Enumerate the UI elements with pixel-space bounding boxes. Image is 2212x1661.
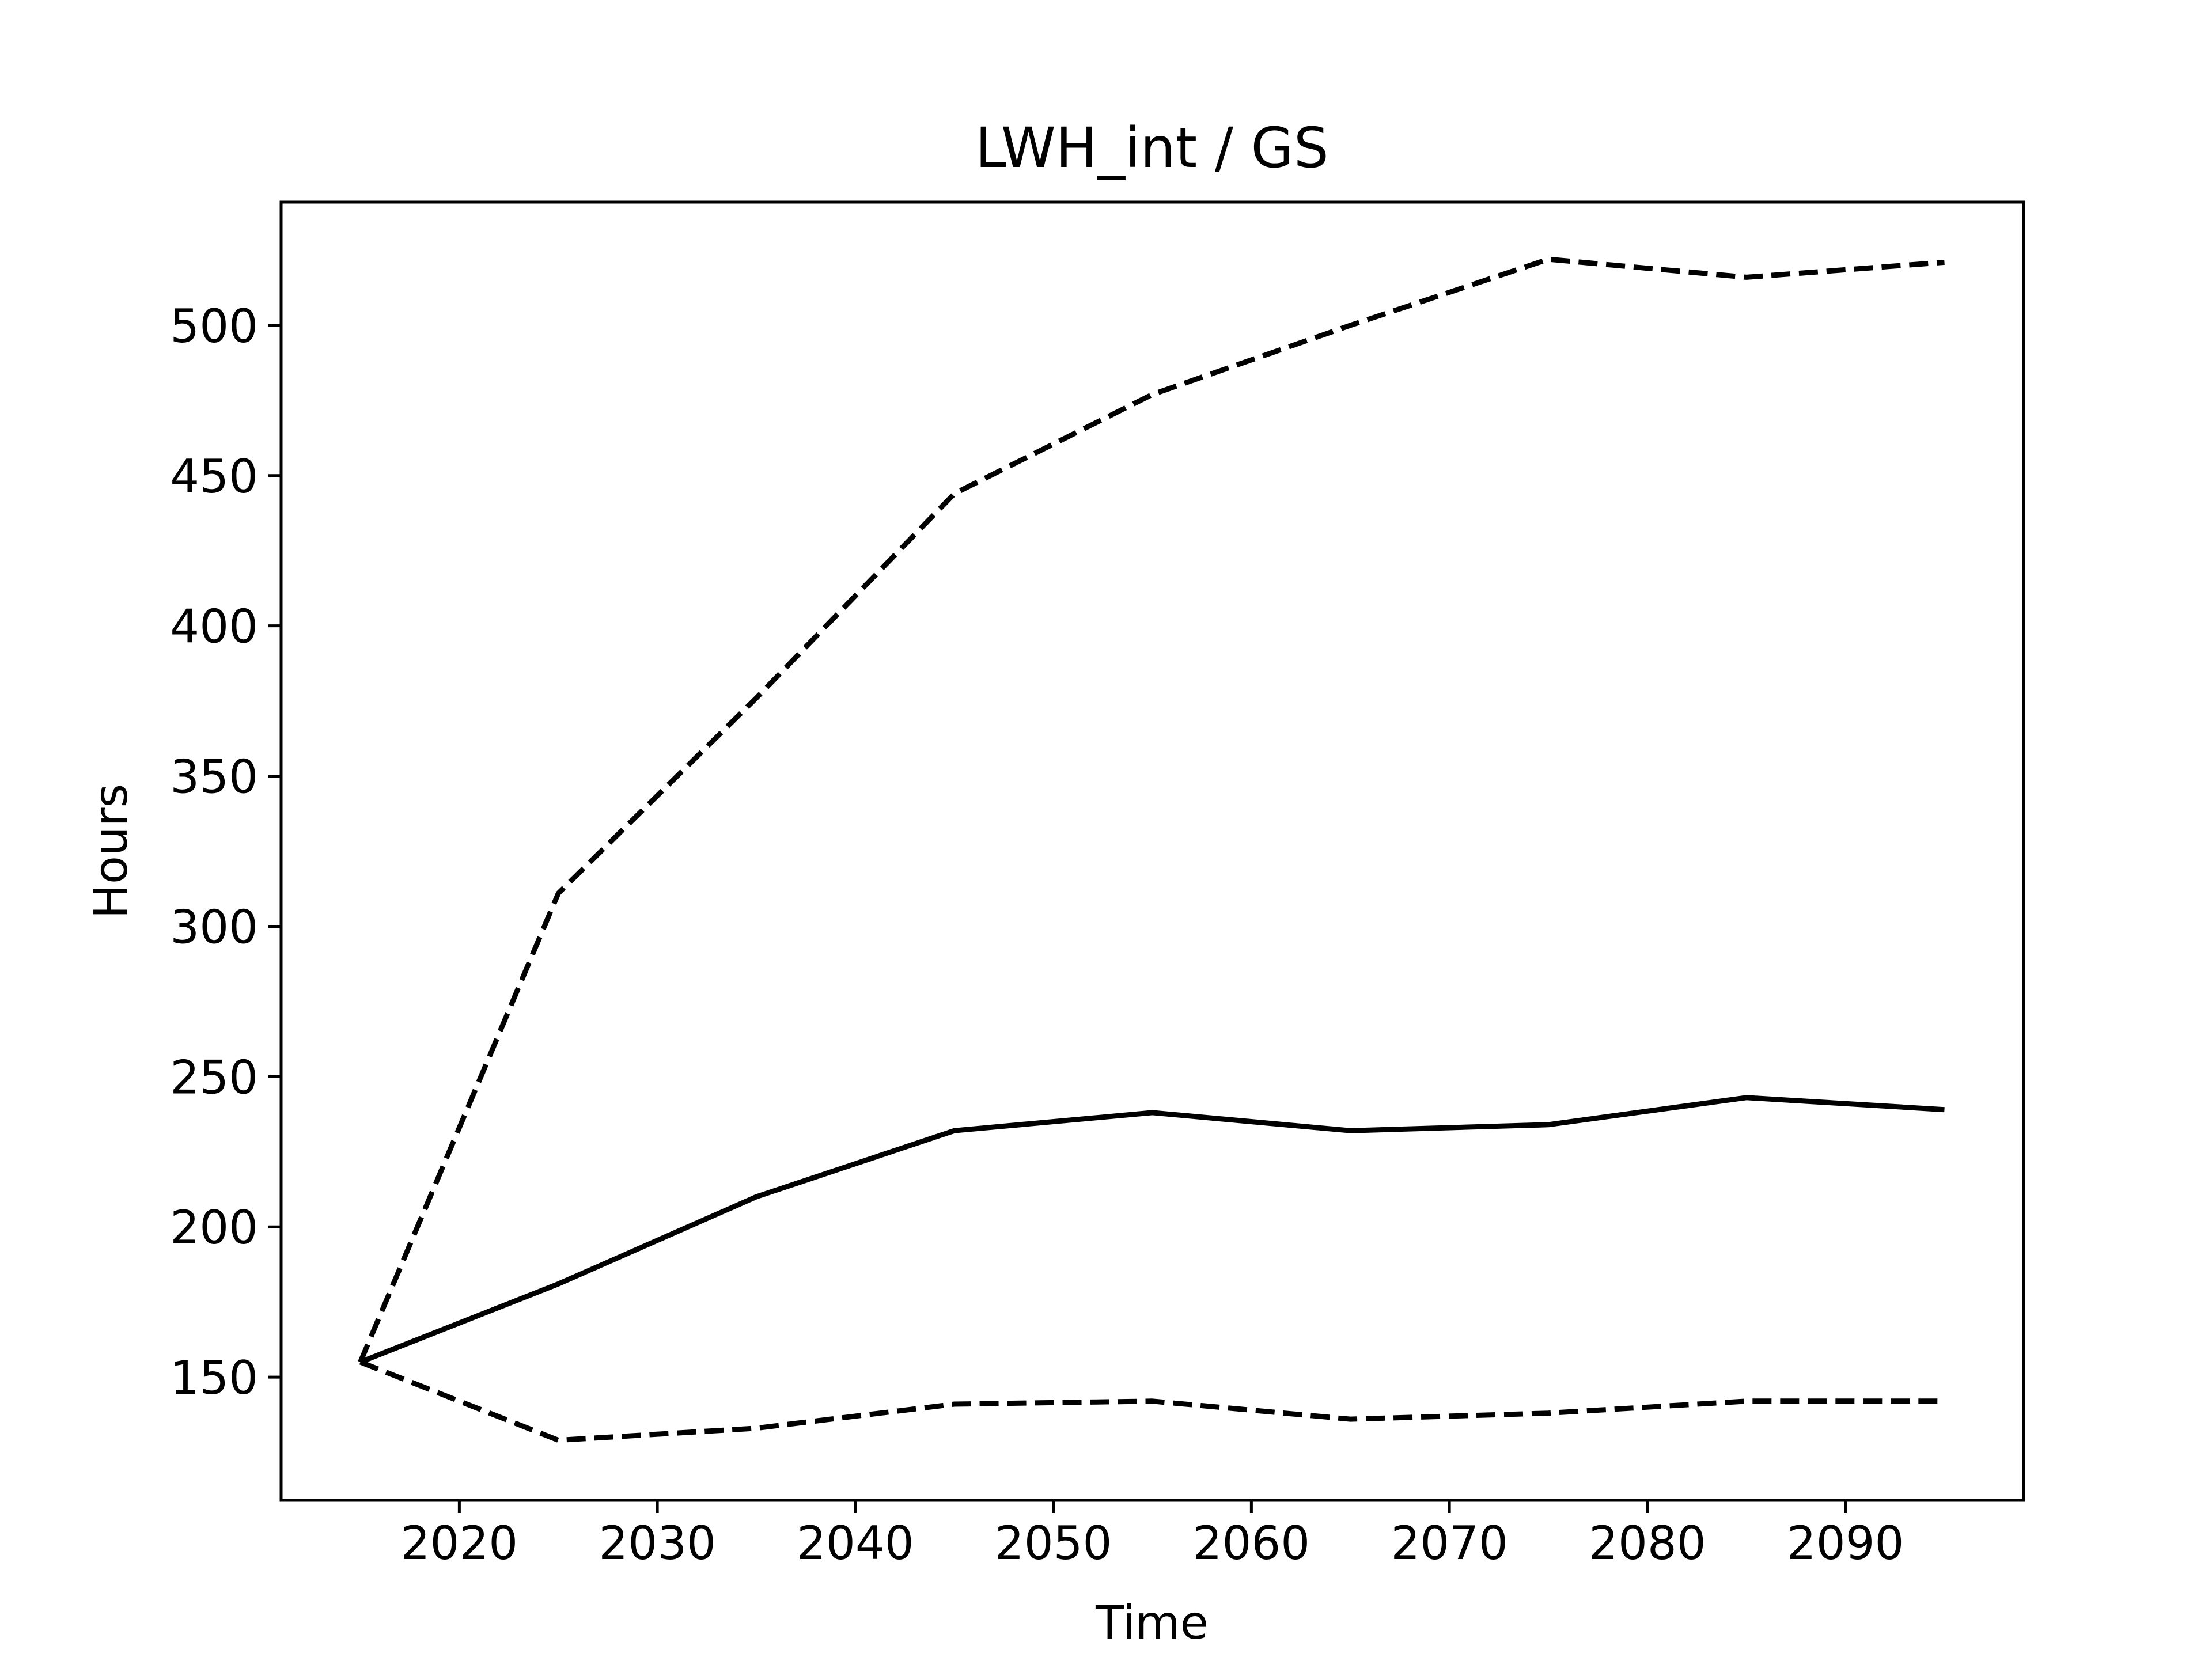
series-line-lower-bound <box>359 1359 1945 1443</box>
y-tick-label: 200 <box>170 1201 258 1254</box>
y-axis-ticks: 150 200 250 300 350 400 450 500 <box>170 299 281 1405</box>
series-layer <box>358 256 1945 1443</box>
x-tick-label: 2050 <box>995 1516 1112 1570</box>
x-tick-label: 2080 <box>1589 1516 1706 1570</box>
y-tick-label: 250 <box>170 1051 258 1104</box>
y-tick-label: 350 <box>170 750 258 804</box>
x-tick-label: 2020 <box>401 1516 518 1570</box>
y-tick-label: 400 <box>170 600 258 654</box>
plot-area-frame <box>279 200 2025 1502</box>
x-tick-label: 2040 <box>797 1516 914 1570</box>
x-tick-label: 2030 <box>599 1516 716 1570</box>
x-axis-ticks: 2020 2030 2040 2050 2060 2070 2080 2090 <box>401 1500 1904 1570</box>
x-tick-label: 2090 <box>1787 1516 1904 1570</box>
x-axis-label: Time <box>1095 1596 1209 1649</box>
y-axis-label: Hours <box>84 784 138 919</box>
x-tick-label: 2060 <box>1193 1516 1310 1570</box>
y-tick-label: 150 <box>170 1351 258 1405</box>
series-line-median <box>359 1095 1945 1365</box>
y-tick-label: 500 <box>170 299 258 353</box>
chart-title: LWH_int / GS <box>975 116 1329 180</box>
y-tick-label: 300 <box>170 900 258 954</box>
x-tick-label: 2070 <box>1391 1516 1508 1570</box>
y-tick-label: 450 <box>170 450 258 503</box>
